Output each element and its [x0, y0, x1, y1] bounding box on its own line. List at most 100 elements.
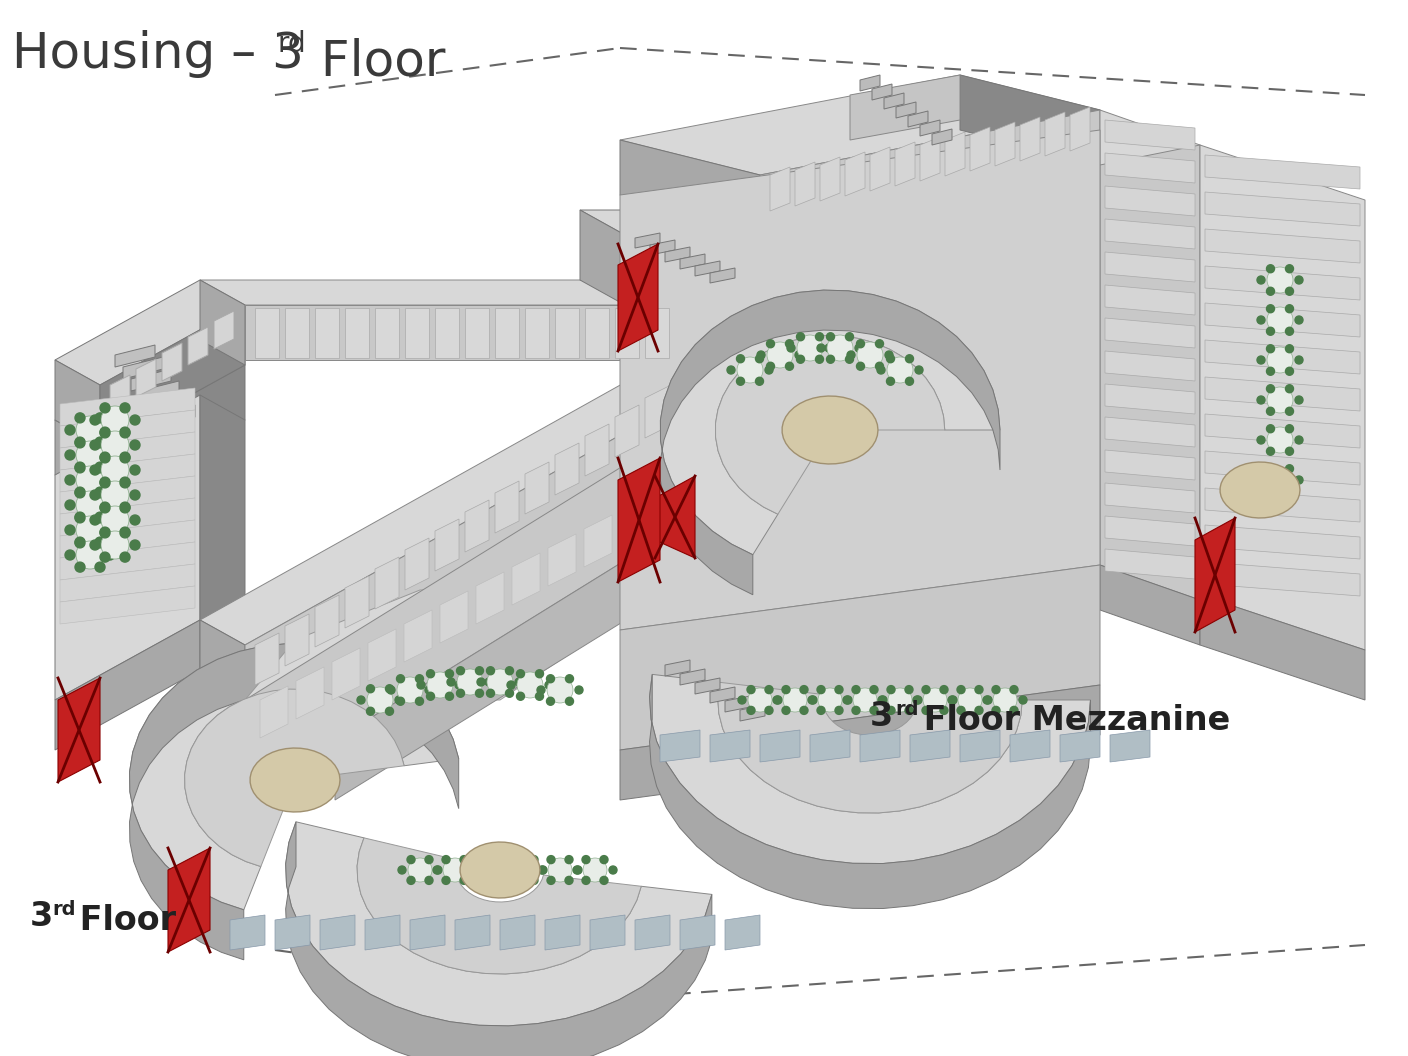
Circle shape — [100, 403, 110, 413]
Circle shape — [442, 876, 451, 884]
Circle shape — [870, 706, 879, 715]
Circle shape — [808, 696, 817, 704]
Polygon shape — [251, 748, 339, 812]
Circle shape — [1267, 384, 1274, 393]
Polygon shape — [872, 84, 893, 100]
Circle shape — [941, 685, 948, 694]
Circle shape — [458, 670, 483, 695]
Polygon shape — [345, 308, 369, 358]
Polygon shape — [513, 553, 541, 605]
Polygon shape — [335, 480, 755, 800]
Circle shape — [367, 687, 393, 713]
Circle shape — [445, 670, 453, 678]
Polygon shape — [660, 290, 1000, 595]
Circle shape — [826, 333, 835, 341]
Circle shape — [76, 491, 104, 518]
Circle shape — [1267, 265, 1274, 272]
Polygon shape — [1105, 516, 1195, 546]
Polygon shape — [100, 365, 245, 499]
Circle shape — [879, 696, 887, 704]
Polygon shape — [1105, 186, 1195, 216]
Polygon shape — [496, 308, 520, 358]
Circle shape — [408, 857, 432, 882]
Polygon shape — [580, 210, 786, 235]
Circle shape — [90, 515, 100, 525]
Polygon shape — [620, 140, 760, 230]
Circle shape — [444, 857, 467, 882]
Circle shape — [1267, 287, 1274, 296]
Circle shape — [366, 708, 375, 715]
Circle shape — [912, 696, 921, 704]
Polygon shape — [696, 261, 719, 276]
Circle shape — [477, 857, 503, 882]
Circle shape — [539, 866, 546, 874]
Polygon shape — [410, 914, 445, 950]
Polygon shape — [655, 476, 696, 558]
Polygon shape — [615, 406, 639, 457]
Circle shape — [1267, 427, 1293, 453]
Polygon shape — [406, 538, 429, 590]
Polygon shape — [1200, 145, 1364, 650]
Polygon shape — [58, 678, 100, 782]
Polygon shape — [860, 75, 880, 91]
Circle shape — [75, 512, 84, 522]
Circle shape — [786, 362, 794, 371]
Circle shape — [517, 672, 543, 698]
Circle shape — [941, 706, 948, 715]
Polygon shape — [580, 210, 625, 305]
Circle shape — [120, 453, 130, 463]
Polygon shape — [200, 280, 245, 365]
Polygon shape — [315, 308, 339, 358]
Polygon shape — [1105, 219, 1195, 249]
Polygon shape — [155, 406, 194, 427]
Circle shape — [76, 466, 104, 494]
Circle shape — [130, 465, 139, 475]
Circle shape — [817, 344, 825, 352]
Circle shape — [815, 355, 824, 363]
Circle shape — [100, 427, 110, 437]
Circle shape — [100, 528, 110, 538]
Circle shape — [548, 857, 572, 882]
Circle shape — [75, 513, 84, 523]
Polygon shape — [214, 312, 234, 348]
Polygon shape — [620, 130, 1100, 630]
Circle shape — [546, 697, 555, 705]
Circle shape — [65, 499, 75, 510]
Circle shape — [100, 552, 110, 562]
Circle shape — [469, 866, 477, 874]
Circle shape — [773, 696, 781, 704]
Polygon shape — [61, 498, 194, 536]
Polygon shape — [715, 336, 945, 514]
Circle shape — [1257, 356, 1264, 364]
Circle shape — [756, 355, 763, 363]
Circle shape — [455, 681, 463, 689]
Circle shape — [477, 855, 484, 864]
Circle shape — [417, 681, 425, 689]
Circle shape — [496, 855, 503, 864]
Circle shape — [736, 355, 745, 363]
Circle shape — [76, 441, 104, 469]
Circle shape — [546, 677, 573, 703]
Circle shape — [886, 351, 893, 359]
Polygon shape — [1100, 565, 1200, 645]
Circle shape — [905, 377, 914, 385]
Circle shape — [1267, 465, 1274, 473]
Circle shape — [736, 357, 763, 383]
Circle shape — [100, 428, 110, 438]
Polygon shape — [260, 686, 289, 738]
Polygon shape — [465, 499, 489, 552]
Circle shape — [1267, 425, 1274, 433]
Polygon shape — [320, 914, 355, 950]
Polygon shape — [55, 620, 200, 750]
Circle shape — [888, 689, 912, 712]
Polygon shape — [919, 137, 941, 181]
Circle shape — [855, 344, 863, 352]
Polygon shape — [649, 675, 1091, 864]
Circle shape — [565, 855, 573, 864]
Polygon shape — [548, 534, 576, 586]
Circle shape — [94, 463, 106, 473]
Polygon shape — [741, 705, 765, 721]
Polygon shape — [375, 557, 398, 609]
Circle shape — [957, 706, 964, 715]
Text: Housing – 3: Housing – 3 — [13, 30, 304, 78]
